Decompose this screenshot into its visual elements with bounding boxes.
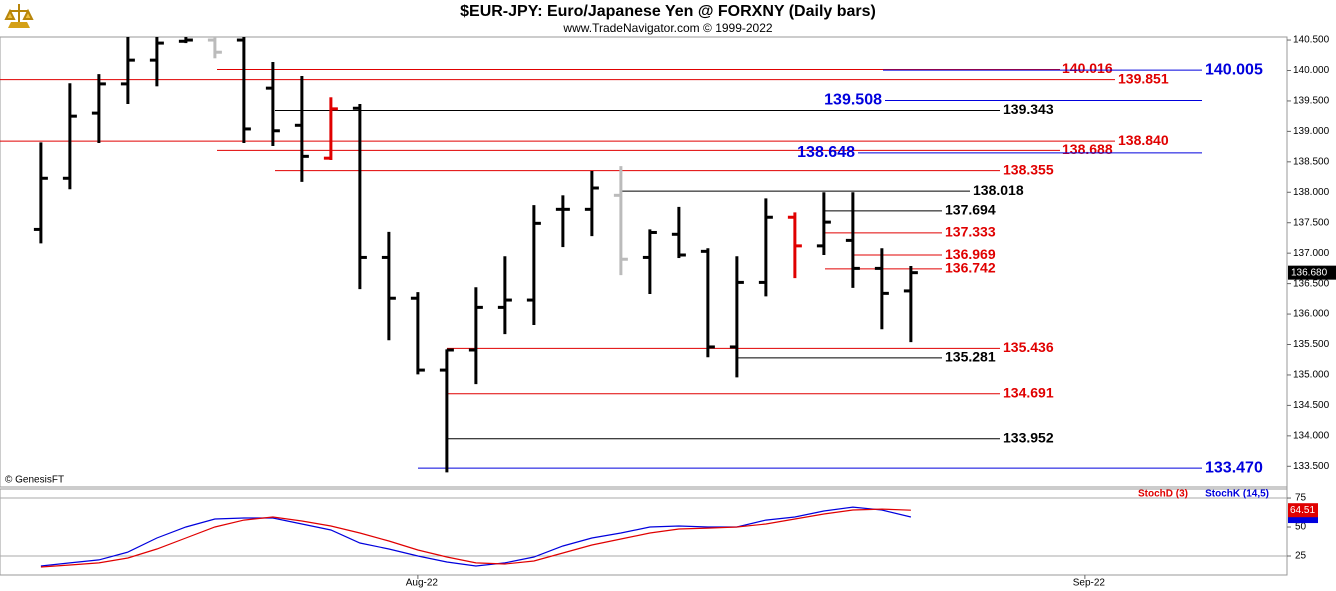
last-price-box: [1288, 265, 1336, 280]
level-label: 133.952: [1003, 429, 1054, 445]
y-tick-label: 133.500: [1293, 461, 1330, 472]
stoch-line: [40, 508, 911, 568]
level-label: 134.691: [1003, 384, 1054, 400]
stoch-line: [40, 506, 912, 567]
y-tick-label: 75: [1295, 493, 1307, 504]
legend-entry: StochD (3): [1138, 489, 1188, 500]
y-tick-label: 134.500: [1293, 400, 1330, 411]
level-label: 138.688: [1062, 141, 1113, 157]
stoch-lines: [40, 506, 912, 568]
levels: 140.016 139.851 140.005 139.508 139.343 138.8…: [0, 60, 1263, 476]
logo: [4, 4, 34, 28]
level-label: 140.005: [1205, 61, 1263, 78]
y-tick-label: 136.500: [1293, 278, 1330, 289]
stoch-d-label: 64.51: [1290, 505, 1315, 516]
chart-title: $EUR-JPY: Euro/Japanese Yen @ FORXNY (Da…: [460, 3, 876, 20]
y-tick-label: 135.500: [1293, 339, 1330, 350]
level-label: 133.470: [1205, 459, 1263, 476]
y-tick-label: 137.000: [1293, 248, 1330, 259]
level-label: 138.018: [973, 182, 1024, 198]
y-tick-label: 140.500: [1293, 35, 1330, 46]
chart-subtitle: www.TradeNavigator.com © 1999-2022: [562, 21, 772, 35]
x-tick-label: Aug-22: [406, 578, 439, 589]
level-label: 138.648: [797, 144, 855, 161]
level-label: 140.016: [1062, 60, 1113, 76]
y-tick-label: 140.000: [1293, 65, 1330, 76]
level-label: 137.694: [945, 202, 996, 218]
stoch-d-box: [1288, 503, 1318, 518]
x-tick-label: Sep-22: [1073, 578, 1106, 589]
last-price-label: 136.680: [1291, 267, 1328, 278]
level-label: 139.508: [824, 92, 882, 109]
source-note: © GenesisFT: [5, 475, 64, 486]
level-label: 139.851: [1118, 70, 1169, 86]
y-tick-label: 139.500: [1293, 96, 1330, 107]
level-label: 138.840: [1118, 132, 1169, 148]
y-tick-label: 137.500: [1293, 217, 1330, 228]
y-tick-label: 139.000: [1293, 126, 1330, 137]
level-label: 135.281: [945, 349, 996, 365]
legend-entry: StochK (14,5): [1205, 489, 1269, 500]
level-label: 137.333: [945, 224, 996, 240]
y-tick-label: 138.500: [1293, 156, 1330, 167]
level-label: 139.343: [1003, 101, 1054, 117]
y-tick-label: 138.000: [1293, 187, 1330, 198]
level-label: 136.969: [945, 246, 996, 262]
y-tick-label: 25: [1295, 551, 1307, 562]
bars: [33, 37, 918, 473]
y-tick-label: 136.000: [1293, 309, 1330, 320]
y-tick-label: 50: [1295, 522, 1307, 533]
y-tick-label: 134.000: [1293, 430, 1330, 441]
level-label: 135.436: [1003, 339, 1054, 355]
y-tick-label: 135.000: [1293, 370, 1330, 381]
level-label: 138.355: [1003, 161, 1054, 177]
level-label: 136.742: [945, 260, 996, 276]
